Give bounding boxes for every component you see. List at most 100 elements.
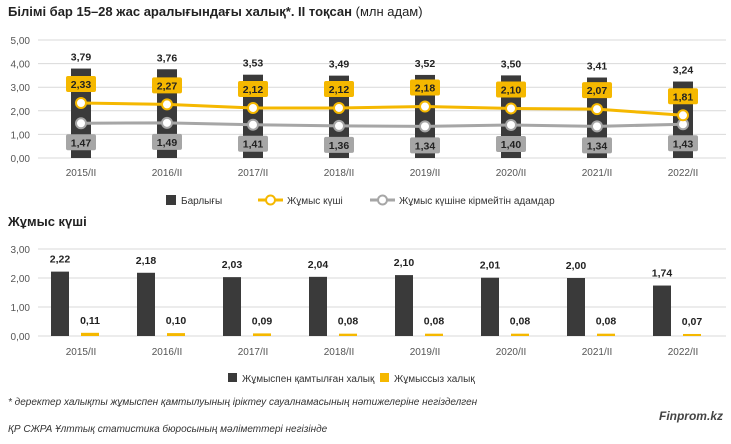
not-in-labor-point — [591, 120, 603, 133]
y-tick-label: 4,00 — [11, 60, 31, 71]
source-note: ҚР СЖРА Ұлттық статистика бюросының мәлі… — [8, 424, 328, 435]
legend-marker-labor-force — [265, 194, 276, 206]
not-in-labor-label: 1,34 — [415, 140, 436, 152]
bar-unemployed — [597, 333, 615, 336]
y-tick-label: 0,00 — [11, 154, 31, 165]
chart-title: Білімі бар 15–28 жас аралығындағы халық*… — [8, 4, 423, 19]
chart-subtitle: Жұмыс күші — [8, 214, 87, 229]
y-tick-label: 0,00 — [11, 332, 31, 343]
legend-marker-not-in-labor — [377, 194, 388, 206]
bar-total-label: 3,53 — [243, 58, 264, 70]
bar-unemployed — [81, 332, 99, 336]
bar-unemployed — [511, 333, 529, 336]
legend-label-unemployed: Жұмыссыз халық — [394, 374, 475, 385]
not-in-labor-point — [333, 119, 345, 132]
footnote: * деректер халықты жұмыспен қамтылуының … — [8, 397, 478, 408]
bar-unemployed-label: 0,09 — [252, 315, 273, 327]
bar-unemployed — [167, 333, 185, 336]
bottom-chart: 0,00 1,00 2,00 3,00 2,22 2,18 2,03 2,04 2,10 2,01… — [11, 245, 726, 385]
bar-total — [415, 74, 435, 158]
y-tick-label: 5,00 — [11, 36, 31, 47]
bar-employed — [653, 285, 671, 336]
bar-unemployed-label: 0,08 — [338, 316, 359, 328]
y-tick-label: 1,00 — [11, 303, 31, 314]
legend-label-labor-force: Жұмыс күші — [287, 196, 343, 207]
not-in-labor-label: 1,49 — [157, 137, 178, 149]
labor-force-point — [591, 103, 603, 116]
labor-force-label-box — [324, 80, 354, 97]
top-chart: 0,00 1,00 2,00 3,00 4,00 5,00 3,79 3,76 3,53 3,49… — [11, 36, 726, 207]
labor-force-point — [505, 102, 517, 115]
y-tick-label: 3,00 — [11, 245, 31, 256]
not-in-labor-label: 1,40 — [501, 139, 522, 151]
bar-total-label: 3,24 — [673, 65, 694, 77]
x-tick-label: 2018/II — [324, 347, 355, 358]
bar-unemployed-label: 0,07 — [682, 316, 703, 328]
not-in-labor-label-box — [152, 133, 182, 150]
y-tick-label: 2,00 — [11, 274, 31, 285]
labor-force-label: 2,10 — [501, 84, 522, 96]
labor-force-line — [80, 101, 684, 117]
x-tick-label: 2020/II — [496, 347, 527, 358]
bar-unemployed-label: 0,08 — [424, 316, 445, 328]
x-tick-label: 2017/II — [238, 347, 269, 358]
y-tick-label: 1,00 — [11, 130, 31, 141]
not-in-labor-label-box — [66, 134, 96, 151]
x-tick-label: 2020/II — [496, 168, 527, 179]
bar-total-label: 3,79 — [71, 52, 92, 64]
x-tick-label: 2021/II — [582, 347, 613, 358]
legend-label-total: Барлығы — [181, 196, 222, 207]
not-in-labor-label-box — [582, 137, 612, 154]
bar-total-label: 3,52 — [415, 58, 436, 70]
x-tick-label: 2018/II — [324, 168, 355, 179]
legend-label-employed: Жұмыспен қамтылған халық — [242, 374, 375, 385]
labor-force-label: 1,81 — [673, 91, 694, 103]
bar-employed-label: 2,22 — [50, 254, 71, 266]
not-in-labor-label-box — [668, 135, 698, 152]
labor-force-label: 2,18 — [415, 83, 436, 95]
labor-force-point — [247, 101, 259, 114]
top-legend: Барлығы Жұмыс күші Жұмыс күшіне кірмейтін … — [166, 194, 555, 207]
labor-force-point — [419, 100, 431, 113]
x-tick-label: 2019/II — [410, 168, 441, 179]
not-in-labor-label-box — [324, 136, 354, 153]
bar-unemployed — [253, 333, 271, 336]
bar-employed-label: 2,00 — [566, 260, 587, 272]
bottom-legend: Жұмыспен қамтылған халық Жұмыссыз халық — [228, 373, 475, 385]
labor-force-label-box — [410, 79, 440, 96]
labor-force-point — [677, 109, 689, 122]
labor-force-label-box — [582, 82, 612, 99]
x-tick-label: 2015/II — [66, 347, 97, 358]
bar-employed — [223, 277, 241, 336]
x-tick-label: 2016/II — [152, 168, 183, 179]
bar-employed — [481, 277, 499, 336]
not-in-labor-label: 1,43 — [673, 138, 694, 150]
bar-employed — [395, 275, 413, 336]
legend-swatch-employed — [228, 373, 237, 382]
labor-force-label-box — [668, 88, 698, 105]
bar-employed — [137, 272, 155, 336]
bar-employed-label: 2,18 — [136, 255, 157, 267]
bar-total-label: 3,49 — [329, 59, 350, 71]
labor-force-point — [75, 97, 87, 110]
bar-unemployed — [683, 333, 701, 336]
not-in-labor-label: 1,36 — [329, 140, 350, 152]
bar-total-label: 3,76 — [157, 52, 178, 64]
not-in-labor-label: 1,41 — [243, 139, 264, 151]
not-in-labor-point — [75, 117, 87, 130]
x-tick-label: 2022/II — [668, 347, 699, 358]
bar-total-label: 3,50 — [501, 58, 522, 70]
not-in-labor-point — [419, 120, 431, 133]
bar-unemployed-label: 0,08 — [596, 316, 617, 328]
bar-employed — [567, 278, 585, 336]
labor-force-label: 2,07 — [587, 85, 608, 97]
x-tick-label: 2016/II — [152, 347, 183, 358]
x-tick-label: 2015/II — [66, 168, 97, 179]
labor-force-label: 2,33 — [71, 79, 92, 91]
labor-force-point — [161, 98, 173, 111]
x-tick-label: 2019/II — [410, 347, 441, 358]
labor-force-label-box — [238, 80, 268, 97]
not-in-labor-line — [80, 121, 684, 128]
labor-force-label: 2,12 — [243, 84, 264, 96]
